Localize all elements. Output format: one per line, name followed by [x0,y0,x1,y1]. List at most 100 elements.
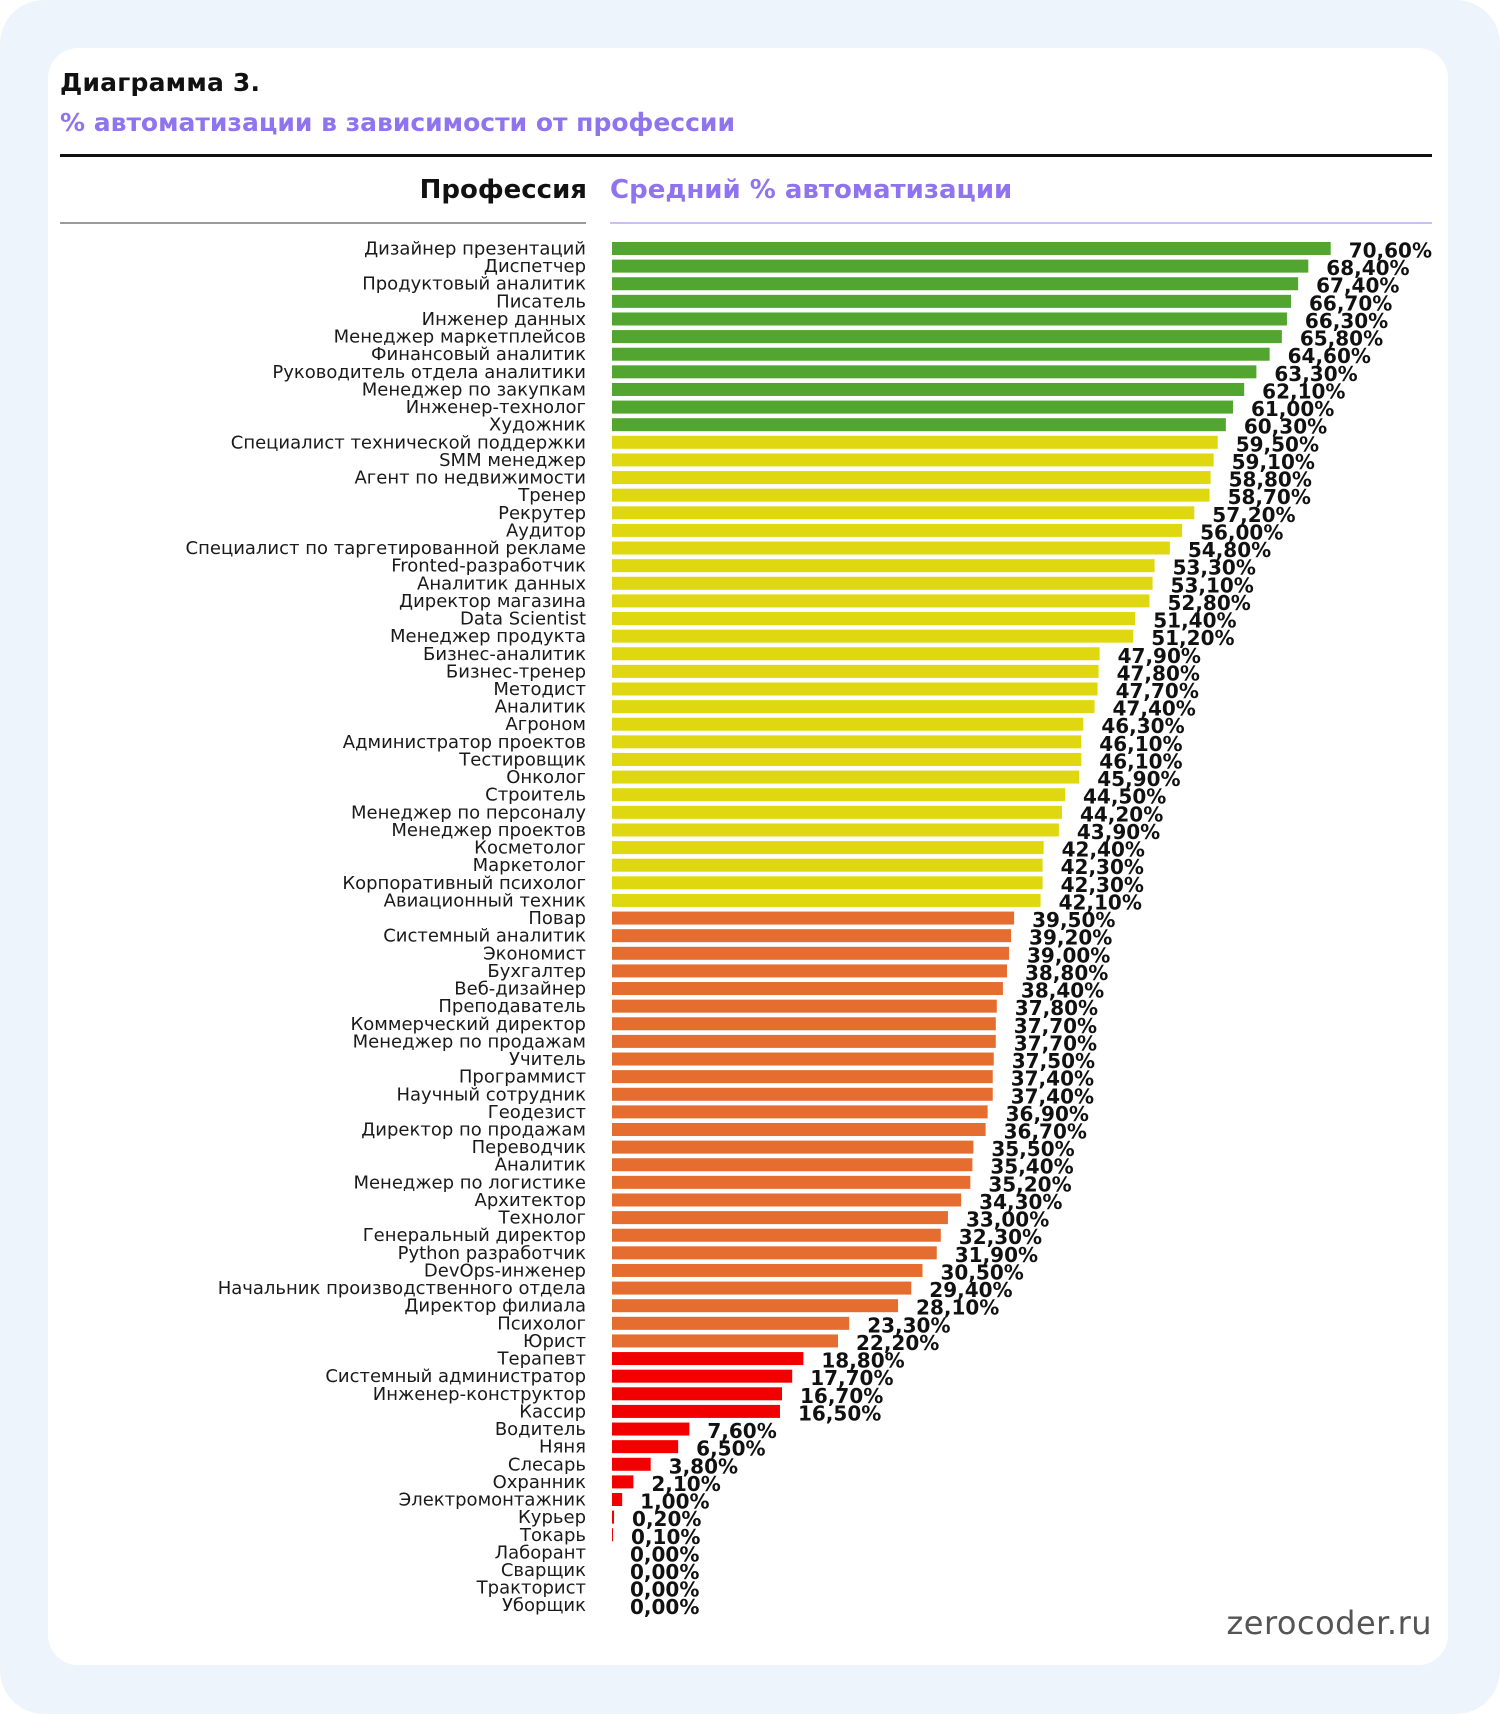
value-label: 0,00% [630,1542,699,1566]
bar [612,1034,996,1048]
category-label: Юрист [523,1331,586,1352]
category-label: DevOps-инженер [424,1260,586,1281]
category-label: Fronted-разработчик [391,556,586,577]
value-label: 16,50% [798,1401,881,1425]
value-label: 52,80% [1168,591,1251,615]
value-label: 36,70% [1004,1120,1087,1144]
value-label: 66,30% [1305,309,1388,333]
bar [612,400,1233,414]
value-label: 42,10% [1059,890,1142,914]
value-label: 53,10% [1171,573,1254,597]
bar [612,1387,783,1401]
bar [612,523,1183,537]
value-label: 37,50% [1012,1049,1095,1073]
bar [612,982,1003,996]
bar [612,453,1214,467]
bar [612,999,997,1013]
value-label: 30,50% [940,1260,1023,1284]
category-label: Специалист технической поддержки [231,432,586,453]
category-label: Аналитик [495,1155,586,1176]
category-label: Системный аналитик [383,926,586,947]
bar [612,893,1041,907]
value-label: 38,80% [1025,961,1108,985]
category-label: Data Scientist [460,609,586,630]
value-label: 35,50% [991,1137,1074,1161]
category-label: Генеральный директор [363,1225,586,1246]
category-label: Менеджер по закупкам [362,379,586,400]
value-label: 44,50% [1083,785,1166,809]
category-label: Менеджер проектов [391,820,586,841]
category-label: Директор филиала [404,1296,586,1317]
category-label: Маркетолог [473,855,586,876]
bar [612,929,1012,943]
bar [612,964,1007,978]
category-label: Авиационный техник [384,890,586,911]
category-label: Специалист по таргетированной рекламе [186,538,586,559]
value-label: 37,80% [1015,996,1098,1020]
category-label: Начальник производственного отдела [218,1278,586,1299]
bar [612,717,1084,731]
category-label: Строитель [485,785,586,806]
value-label: 0,00% [630,1595,699,1619]
category-label: Администратор проектов [343,732,586,753]
value-label: 42,30% [1061,873,1144,897]
value-label: 34,30% [979,1190,1062,1214]
value-label: 46,10% [1099,732,1182,756]
value-label: 38,40% [1021,979,1104,1003]
column-header-profession: Профессия [419,175,587,205]
value-label: 42,30% [1061,855,1144,879]
value-label: 0,20% [632,1507,701,1531]
value-label: 39,20% [1029,926,1112,950]
category-label: Программист [459,1067,586,1088]
value-label: 44,20% [1080,802,1163,826]
value-label: 43,90% [1077,820,1160,844]
category-label: Python разработчик [398,1243,587,1264]
value-label: 6,50% [696,1437,765,1461]
bar [612,1457,651,1471]
bar [612,1369,793,1383]
value-label: 29,40% [929,1278,1012,1302]
category-label: Геодезист [488,1102,586,1123]
bar [612,647,1100,661]
category-label: Менеджер по логистике [353,1172,586,1193]
bar [612,805,1062,819]
value-label: 35,20% [988,1172,1071,1196]
value-column-underline [610,222,1432,224]
category-label: SMM менеджер [439,450,586,471]
category-label: Менеджер продукта [390,626,586,647]
bar [612,1510,615,1524]
value-label: 59,50% [1236,432,1319,456]
category-label: Тракторист [476,1578,586,1599]
value-label: 68,40% [1326,256,1409,280]
category-label: Терапевт [497,1349,586,1370]
bar [612,1017,996,1031]
bar [612,1422,690,1436]
value-label: 54,80% [1188,538,1271,562]
value-label: 64,60% [1288,344,1371,368]
value-label: 58,70% [1228,485,1311,509]
bar [612,1052,994,1066]
category-label: Дизайнер презентаций [364,239,586,260]
category-label: Агент по недвижимости [354,468,586,489]
category-label: Веб-дизайнер [454,979,586,1000]
value-label: 45,90% [1097,767,1180,791]
category-label: Бизнес-тренер [446,661,586,682]
bar [612,488,1210,502]
category-label: Няня [539,1437,586,1458]
bar [612,946,1010,960]
value-label: 22,20% [856,1331,939,1355]
value-label: 31,90% [955,1243,1038,1267]
category-labels-layer: Дизайнер презентацийДиспетчерПродуктовый… [186,239,587,1617]
value-label: 66,70% [1309,291,1392,315]
category-label: Аудитор [506,520,586,541]
value-label: 47,90% [1118,644,1201,668]
bars-layer [612,242,1331,1542]
category-label: Менеджер маркетплейсов [334,327,586,348]
value-label: 70,60% [1349,239,1432,263]
bar [612,876,1043,890]
bar [612,312,1287,326]
value-label: 62,10% [1262,379,1345,403]
category-label: Научный сотрудник [396,1084,586,1105]
value-label: 47,80% [1117,661,1200,685]
bar [612,1404,780,1418]
